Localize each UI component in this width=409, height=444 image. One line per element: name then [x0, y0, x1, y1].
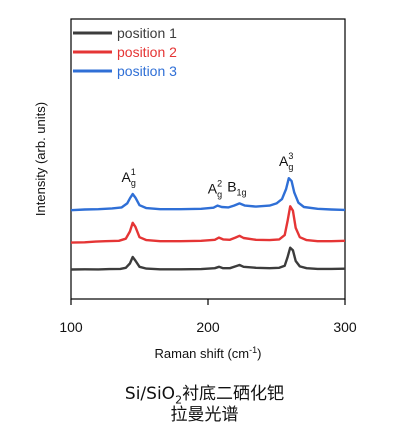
plot-frame	[70, 18, 346, 300]
series-layer	[70, 176, 346, 271]
legend-label-3: position 3	[117, 63, 177, 79]
series-line-2	[70, 205, 346, 244]
series-line-3	[70, 176, 346, 212]
x-axis-ticks: 100 200 300	[59, 299, 357, 335]
x-tick-label-3: 300	[333, 319, 357, 335]
figure-caption-line-2: 拉曼光谱	[170, 405, 239, 425]
legend-label-2: position 2	[117, 44, 177, 60]
y-axis-label: Intensity (arb. units)	[33, 102, 48, 216]
peak-labels: A1 g A2 g B1g A3 g	[121, 151, 293, 199]
peak-label-2: A2 g	[208, 179, 222, 200]
x-axis-label: Raman shift (cm-1)	[155, 345, 262, 361]
peak-label-3: B1g	[227, 178, 246, 197]
x-tick-label-2: 200	[196, 319, 220, 335]
peak-label-4: A3 g	[279, 151, 293, 172]
peak-label-1: A1 g	[121, 167, 135, 188]
legend-label-1: position 1	[117, 25, 177, 41]
series-line-1	[70, 246, 346, 271]
figure-caption-line-1: Si/SiO2衬底二硒化钯	[124, 384, 285, 407]
legend: position 1 position 2 position 3	[73, 25, 177, 79]
x-tick-label-1: 100	[59, 319, 83, 335]
